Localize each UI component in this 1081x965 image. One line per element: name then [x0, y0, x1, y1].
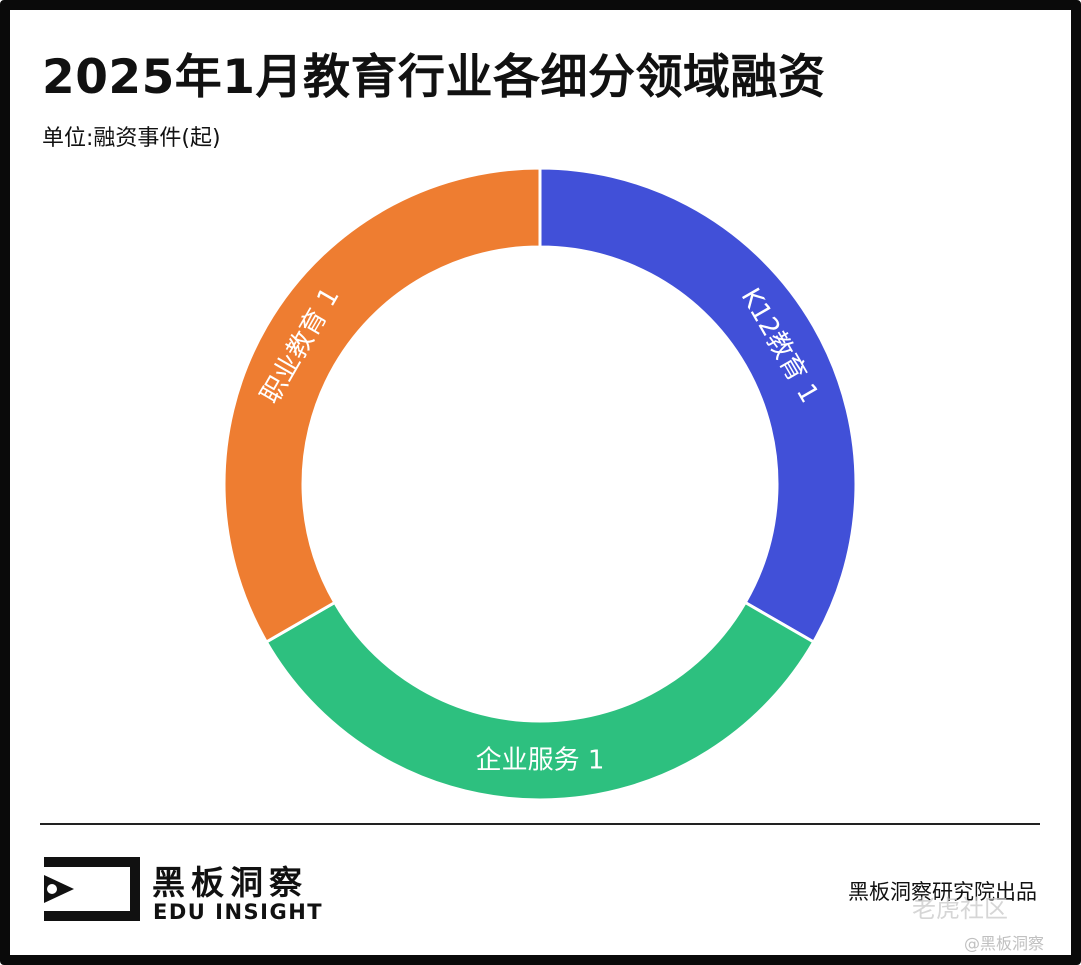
donut-slice: [264, 600, 816, 802]
credit-text: 黑板洞察研究院出品: [848, 880, 1037, 904]
slice-label: 企业服务 1: [476, 746, 605, 776]
unit-label: 单位:融资事件(起): [42, 126, 221, 151]
brand-name-cn: 黑板洞察: [152, 863, 308, 902]
footer-divider: [40, 823, 1040, 825]
watermark-handle: @黑板洞察: [964, 934, 1045, 953]
edu-insight-logo-icon: [44, 857, 140, 921]
page-title: 2025年1月教育行业各细分领域融资: [42, 50, 826, 105]
watermark-platform: 老虎社区: [912, 895, 1008, 923]
brand-name-en: EDU INSIGHT: [153, 900, 324, 924]
donut-slice: [538, 166, 858, 645]
donut-slice: [222, 166, 542, 645]
